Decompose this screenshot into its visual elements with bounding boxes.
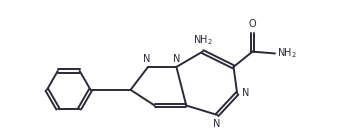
Text: O: O (249, 19, 256, 29)
Text: N: N (242, 88, 249, 98)
Text: NH$_2$: NH$_2$ (277, 47, 297, 60)
Text: N: N (143, 54, 150, 64)
Text: N: N (173, 54, 180, 64)
Text: NH$_2$: NH$_2$ (193, 33, 213, 47)
Text: N: N (213, 119, 221, 129)
